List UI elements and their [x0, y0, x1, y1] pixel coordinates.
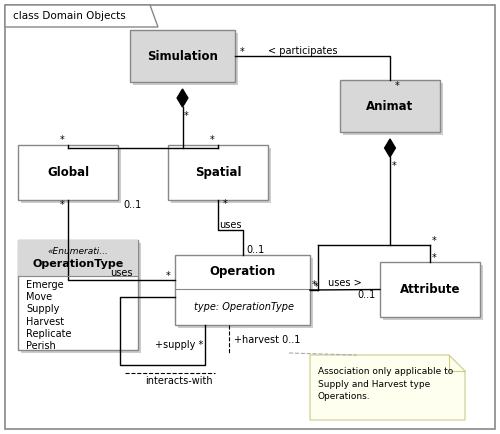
FancyBboxPatch shape	[178, 258, 313, 328]
FancyBboxPatch shape	[18, 240, 138, 276]
Polygon shape	[177, 89, 188, 107]
FancyBboxPatch shape	[18, 145, 118, 200]
FancyBboxPatch shape	[380, 262, 480, 317]
Text: *: *	[166, 270, 171, 280]
Text: Spatial: Spatial	[195, 166, 241, 179]
Text: *: *	[432, 236, 436, 246]
Polygon shape	[384, 139, 396, 157]
Text: Attribute: Attribute	[400, 283, 460, 296]
FancyBboxPatch shape	[171, 148, 271, 203]
Text: *: *	[314, 282, 319, 292]
Polygon shape	[310, 355, 465, 420]
Text: Move: Move	[26, 292, 52, 302]
Polygon shape	[5, 5, 158, 27]
Text: Animat: Animat	[366, 99, 414, 112]
FancyBboxPatch shape	[130, 30, 235, 82]
Text: interacts-with: interacts-with	[145, 376, 212, 386]
FancyBboxPatch shape	[21, 148, 121, 203]
Text: 0..1: 0..1	[123, 200, 142, 210]
Text: uses: uses	[219, 220, 242, 230]
Text: Global: Global	[47, 166, 89, 179]
Text: Perish: Perish	[26, 341, 56, 351]
Text: Operation: Operation	[210, 265, 276, 278]
FancyBboxPatch shape	[340, 80, 440, 132]
Text: uses >: uses >	[328, 277, 362, 287]
Text: «Enumerati...: «Enumerati...	[48, 247, 108, 256]
Text: *: *	[223, 199, 228, 209]
FancyBboxPatch shape	[383, 265, 483, 320]
Text: 0..1: 0..1	[358, 289, 376, 299]
Text: *: *	[432, 253, 436, 263]
Text: uses: uses	[110, 269, 133, 279]
Text: 0..1: 0..1	[246, 245, 265, 255]
Text: *: *	[60, 200, 64, 210]
Text: *: *	[209, 135, 214, 145]
Text: *: *	[312, 280, 316, 290]
Text: class Domain Objects: class Domain Objects	[13, 11, 126, 21]
Text: +supply *: +supply *	[155, 340, 203, 350]
FancyBboxPatch shape	[175, 255, 310, 325]
FancyBboxPatch shape	[343, 83, 443, 135]
Text: *: *	[184, 111, 189, 121]
Text: Replicate: Replicate	[26, 329, 72, 339]
Text: < participates: < participates	[268, 46, 337, 56]
Text: Emerge: Emerge	[26, 280, 64, 290]
Text: Simulation: Simulation	[147, 49, 218, 62]
FancyBboxPatch shape	[168, 145, 268, 200]
FancyBboxPatch shape	[18, 240, 138, 350]
Text: *: *	[395, 81, 400, 91]
FancyBboxPatch shape	[133, 33, 238, 85]
Text: Association only applicable to
Supply and Harvest type
Operations.: Association only applicable to Supply an…	[318, 367, 453, 401]
Text: +harvest 0..1: +harvest 0..1	[234, 335, 300, 345]
Text: Supply: Supply	[26, 305, 60, 315]
Text: OperationType: OperationType	[32, 259, 124, 269]
FancyBboxPatch shape	[5, 5, 495, 429]
Text: *: *	[60, 135, 64, 145]
Text: *: *	[240, 47, 245, 57]
Text: type: OperationType: type: OperationType	[194, 302, 294, 312]
Text: Harvest: Harvest	[26, 317, 64, 327]
Text: *: *	[392, 161, 396, 171]
FancyBboxPatch shape	[21, 243, 141, 353]
